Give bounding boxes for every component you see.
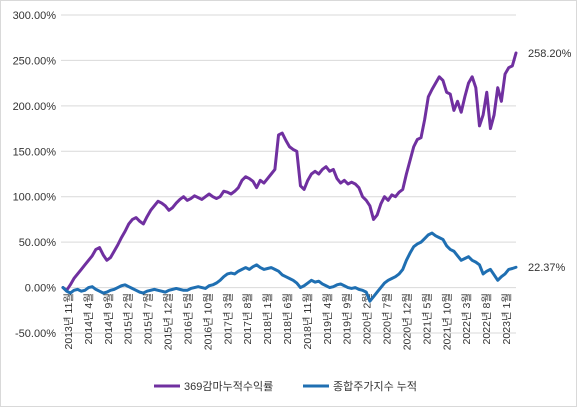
- chart-gridlines: [61, 14, 516, 334]
- y-tick-label: 100.00%: [13, 192, 57, 204]
- x-tick-label: 2021년 5월: [421, 293, 433, 344]
- x-tick-label: 2015년 2월: [123, 293, 135, 344]
- x-tick-label: 2019년 9월: [342, 293, 354, 344]
- x-tick-label: 2018년 6월: [282, 293, 294, 344]
- chart-series: [61, 51, 518, 303]
- x-tick-label: 2016년 5월: [182, 293, 194, 344]
- x-tick-label: 2017년 8월: [242, 293, 254, 344]
- x-tick-label: 2014년 4월: [83, 293, 95, 344]
- x-tick-label: 2023년 1월: [501, 293, 513, 344]
- y-tick-label: -50.00%: [15, 328, 56, 340]
- x-tick-label: 2019년 4월: [322, 293, 334, 344]
- x-tick-label: 2015년 12월: [163, 293, 175, 350]
- series-end-labels: 258.20% 22.37%: [528, 48, 572, 274]
- chart-legend: 369감마누적수익률 종합주가지수 누적: [154, 380, 417, 393]
- y-tick-label: 50.00%: [19, 237, 57, 249]
- legend-label-1: 종합주가지수 누적: [333, 380, 417, 393]
- series-end-label-0: 258.20%: [528, 48, 572, 60]
- series-line-0: [61, 51, 518, 292]
- x-tick-label: 2013년 11월: [63, 293, 75, 350]
- x-tick-label: 2018년 1월: [262, 293, 274, 344]
- y-tick-label: 300.00%: [13, 10, 57, 22]
- x-tick-label: 2021년 10월: [441, 293, 453, 350]
- x-tick-label: 2018년 11월: [302, 293, 314, 350]
- x-tick-label: 2017년 3월: [222, 293, 234, 344]
- x-tick-label: 2020년 7월: [382, 293, 394, 344]
- x-tick-label: 2020년 2월: [362, 293, 374, 344]
- series-line-1: [61, 231, 518, 303]
- x-tick-label: 2022년 8월: [481, 293, 493, 344]
- series-end-label-1: 22.37%: [528, 262, 566, 274]
- legend-label-0: 369감마누적수익률: [184, 380, 273, 393]
- y-tick-label: 0.00%: [25, 283, 56, 295]
- x-tick-label: 2015년 7월: [143, 293, 155, 344]
- y-tick-label: 150.00%: [13, 146, 57, 158]
- x-tick-label: 2014년 9월: [103, 293, 115, 344]
- y-axis-tick-labels: -50.00% 0.00% 50.00% 100.00% 150.00% 200.00% 2…: [13, 10, 57, 340]
- y-tick-label: 250.00%: [13, 55, 57, 67]
- x-tick-label: 2020년 12월: [401, 293, 413, 350]
- x-tick-label: 2016년 10월: [202, 293, 214, 350]
- y-tick-label: 200.00%: [13, 101, 57, 113]
- x-tick-label: 2022년 3월: [461, 293, 473, 344]
- x-axis-tick-labels: 2013년 11월 2014년 4월 2014년 9월 2015년 2월 2015년 7…: [63, 293, 513, 350]
